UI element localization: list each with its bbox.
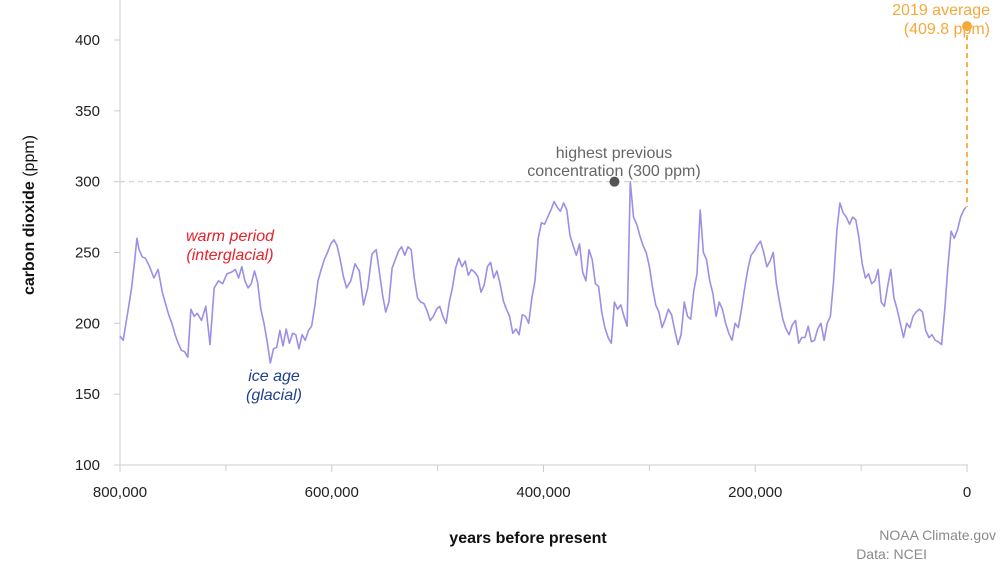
current-label-line2: (409.8 ppm) [904,21,990,38]
y-tick-label: 300 [75,174,100,191]
x-tick-label: 600,000 [305,484,359,501]
y-axis-title-main: carbon dioxide [21,181,38,295]
x-tick-label: 800,000 [93,484,147,501]
x-ticks: 800,000 600,000 400,000 200,000 0 [93,465,971,501]
highest-label-line2: concentration (300 ppm) [527,163,700,180]
highest-label-line1: highest previous [556,145,673,162]
interglacial-label: (interglacial) [186,247,273,264]
y-axis-title: carbon dioxide (ppm) [21,135,38,295]
x-tick-label: 400,000 [516,484,570,501]
credit-source: NOAA Climate.gov [879,527,996,543]
warm-period-label: warm period [186,228,275,245]
y-axis-title-unit: (ppm) [21,135,38,177]
x-tick-label: 200,000 [728,484,782,501]
y-tick-label: 400 [75,32,100,49]
y-tick-label: 250 [75,245,100,262]
x-axis-title: years before present [449,530,607,547]
y-tick-label: 350 [75,103,100,120]
y-tick-label: 100 [75,457,100,474]
credit-data: Data: NCEI [856,546,927,562]
y-tick-label: 200 [75,315,100,332]
highest-previous-point [609,176,620,187]
current-value-point [962,21,972,32]
glacial-label: (glacial) [246,387,302,404]
current-label-line1: 2019 average [892,2,990,19]
x-tick-label: 0 [963,484,971,501]
co2-series-line [119,180,967,364]
y-ticks: 100 150 200 250 300 350 400 [75,32,120,474]
y-tick-label: 150 [75,386,100,403]
ice-age-label: ice age [248,368,300,385]
